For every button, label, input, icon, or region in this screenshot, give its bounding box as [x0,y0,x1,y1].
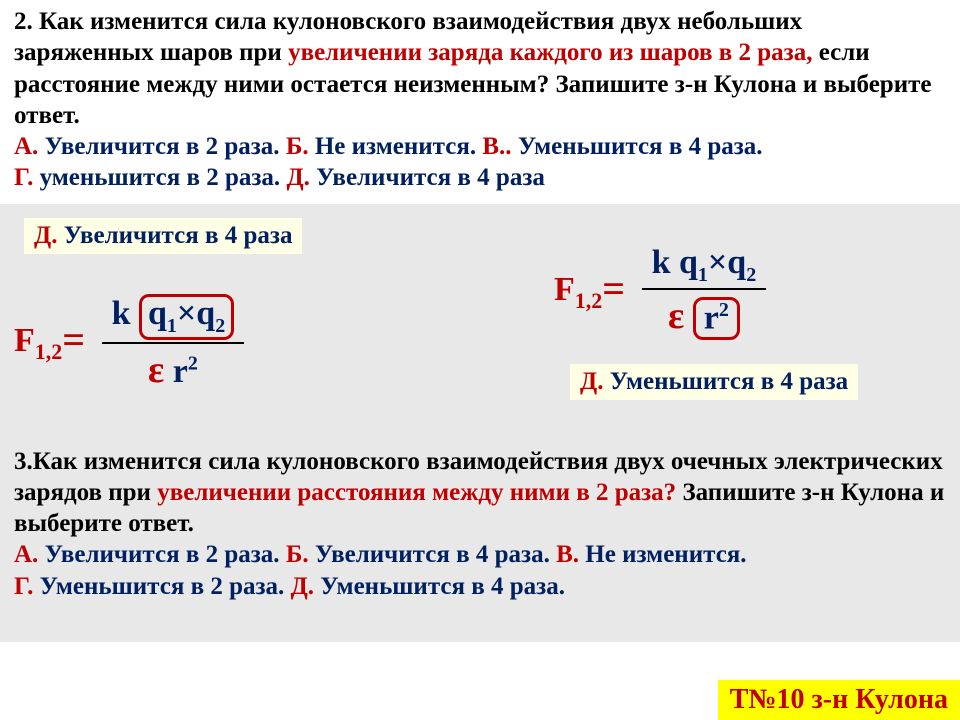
q3-opt-d-text: Уменьшится в 4 раза. [314,573,565,600]
answer-box-q3: Д. Уменьшится в 4 раза [570,364,858,400]
q2-opt-d-label: Д. [286,164,309,191]
q2-opt-a-text: Увеличится в 2 раза. [38,133,286,160]
fl-eps: ε [148,349,164,391]
fraction-left-den: ε r2 [102,344,245,392]
fraction-left: k q1×q2 ε r2 [102,294,245,393]
fraction-right: k q1×q2 ε r2 [642,244,767,341]
q2-opt-v-text: Уменьшится в 4 раза. [512,133,763,160]
q2-opt-b-label: Б. [286,133,309,160]
answer3-letter: Д. [580,368,603,395]
q2-opt-v-label: В.. [482,133,511,160]
f-right-F: F [554,271,575,308]
fraction-right-den: ε r2 [642,290,767,340]
q2-opt-a-label: А. [14,133,38,160]
fraction-left-num: k q1×q2 [102,294,245,345]
q3-opt-a-label: А. [14,541,38,568]
q3-opt-b-label: Б. [286,541,309,568]
q3-highlight: увеличении расстояния между ними в 2 раз… [157,479,676,506]
answer3-text: Уменьшится в 4 раза [603,368,848,395]
fl-q-box: q1×q2 [139,294,234,341]
fl-k: k [112,295,131,332]
q2-highlight: увеличении заряда каждого из шаров в 2 р… [288,39,812,66]
answer-box-q2: Д. Увеличится в 4 раза [24,218,302,254]
q2-opt-g-label: Г. [14,164,33,191]
f-right-Fsub: 1,2 [575,288,603,313]
q3-opt-d-label: Д. [291,573,314,600]
answer2-text: Увеличится в 4 раза [57,222,292,249]
q2-opt-d-text: Увеличится в 4 раза [310,164,545,191]
q2-opt-b-text: Не изменится. [309,133,483,160]
question-2-block: 2. Как изменится сила кулоновского взаим… [0,0,960,204]
f-left-eq: = [62,317,85,362]
q3-opt-v-label: В. [556,541,579,568]
q3-opt-g-label: Г. [14,573,33,600]
formula-right: F1,2= k q1×q2 ε r2 [554,244,766,341]
q3-number: 3. [14,448,33,475]
question-3-block: 3.Как изменится сила кулоновского взаимо… [0,436,960,642]
fr-k: k [652,244,671,281]
q3-opt-v-text: Не изменится. [579,541,747,568]
fraction-right-num: k q1×q2 [642,244,767,291]
fl-r: r [173,353,188,390]
fl-rsup: 2 [188,353,198,375]
topic-tag: Т№10 з-н Кулона [718,680,960,720]
answer2-letter: Д. [34,222,57,249]
f-left-F: F [14,322,35,359]
formula-region: Д. Увеличится в 4 раза F1,2= k q1×q2 ε r… [0,204,960,436]
q3-opt-g-text: Уменьшится в 2 раза. [33,573,290,600]
f-left-Fsub: 1,2 [35,339,63,364]
f-right-eq: = [602,266,625,311]
fr-r-box: r2 [693,297,740,340]
formula-left: F1,2= k q1×q2 ε r2 [14,294,244,393]
q2-opt-g-text: уменьшится в 2 раза. [33,164,286,191]
fr-eps: ε [668,295,684,337]
q3-opt-a-text: Увеличится в 2 раза. [38,541,286,568]
q3-opt-b-text: Увеличится в 4 раза. [309,541,557,568]
q2-number: 2. [14,8,33,35]
